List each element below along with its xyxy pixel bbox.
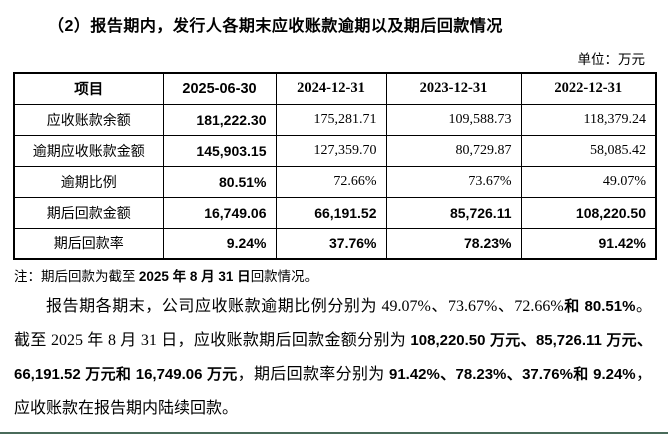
cell-value: 127,359.70 [275,134,387,167]
cell-value: 72.66% [275,165,387,198]
paragraph-segment: 报告期各期末，公司应收账款逾期比例分别为 49.07%、73.67%、72.66… [46,298,564,315]
cell-value: 73.67% [385,165,522,198]
cell-value: 78.23% [385,227,522,260]
cell-value: 37.76% [275,227,387,260]
table-footnote: 注：期后回款为截至 2025 年 8 月 31 日回款情况。 [14,268,654,285]
column-header-2025-06-30: 2025-06-30 [162,72,277,105]
footnote-prefix: 注：期后回款为截至 [14,269,139,284]
cell-value: 118,379.24 [520,103,657,136]
page-title: （2）报告期内，发行人各期末应收账款逾期以及期后回款情况 [48,18,503,35]
row-label: 逾期比例 [13,165,164,198]
receivables-overdue-table: 项目 2025-06-30 2024-12-31 2023-12-31 2022… [13,72,657,260]
cell-value: 58,085.42 [520,134,657,167]
footnote-date: 2025 年 8 月 31 日 [138,269,251,284]
table-row-post-period-collection-amount: 期后回款金额 16,749.06 66,191.52 85,726.11 108… [13,196,657,229]
cell-value: 80,729.87 [385,134,522,167]
cell-value: 9.24% [162,227,277,260]
cell-value: 175,281.71 [275,103,387,136]
table-row-overdue-ratio: 逾期比例 80.51% 72.66% 73.67% 49.07% [13,165,657,198]
paragraph-segment-bold: 91.42%、78.23%、37.76%和 9.24% [388,366,636,383]
paragraph-segment: ，应收账款在报告期内陆续回款。 [14,366,652,417]
cell-value: 80.51% [162,165,277,198]
column-header-2024-12-31: 2024-12-31 [275,72,387,105]
paragraph-segment-bold: 和 80.51% [563,298,636,315]
row-label: 逾期应收账款金额 [13,134,164,167]
paragraph-segment: ，期后回款率分别为 [237,366,389,383]
paragraph-segment-bold: 108,220.50 万元、85,726.11 万元、66,191.52 万元和… [14,332,652,383]
cell-value: 85,726.11 [385,196,522,229]
row-label: 期后回款金额 [13,196,164,229]
table-row-overdue-amount: 逾期应收账款金额 145,903.15 127,359.70 80,729.87… [13,134,657,167]
cell-value: 91.42% [520,227,657,260]
table-row-post-period-collection-rate: 期后回款率 9.24% 37.76% 78.23% 91.42% [13,227,657,260]
column-header-2022-12-31: 2022-12-31 [520,72,657,105]
cell-value: 109,588.73 [385,103,522,136]
column-header-item: 项目 [13,72,164,105]
unit-label: 单位：万元 [577,52,646,67]
cell-value: 66,191.52 [275,196,387,229]
cell-value: 16,749.06 [162,196,277,229]
cell-value: 145,903.15 [162,134,277,167]
paragraph-segment: 。截至 2025 年 8 月 31 日，应收账款期后回款金额分别为 [14,298,652,349]
document-page: { "title": "（2）报告期内，发行人各期末应收账款逾期以及期后回款情况… [0,12,668,442]
body-paragraph: 报告期各期末，公司应收账款逾期比例分别为 49.07%、73.67%、72.66… [14,290,652,426]
footnote-suffix: 回款情况。 [250,269,319,284]
row-label: 应收账款余额 [13,103,164,136]
page-edge-line [0,432,668,434]
cell-value: 181,222.30 [162,103,277,136]
row-label: 期后回款率 [13,227,164,260]
table-row-receivable-balance: 应收账款余额 181,222.30 175,281.71 109,588.73 … [13,103,657,136]
cell-value: 49.07% [520,165,657,198]
table-header-row: 项目 2025-06-30 2024-12-31 2023-12-31 2022… [13,72,657,105]
column-header-2023-12-31: 2023-12-31 [385,72,522,105]
cell-value: 108,220.50 [520,196,657,229]
